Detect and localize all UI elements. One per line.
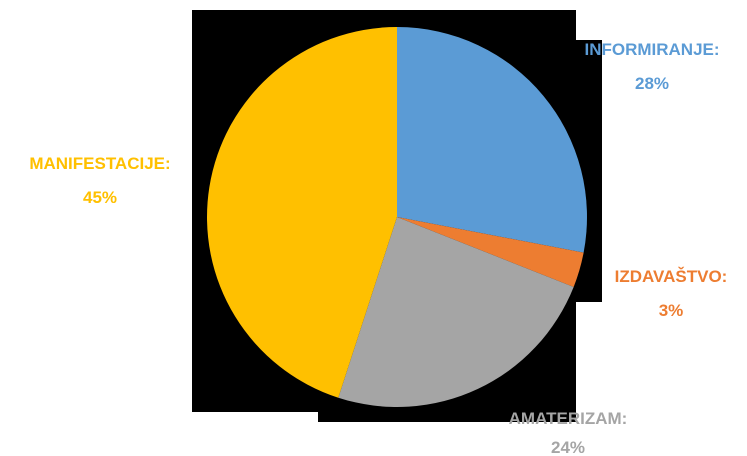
pie-slice-izdavaštvo <box>397 217 584 287</box>
slice-label-name: AMATERIZAM: <box>509 409 628 428</box>
slice-label-name: IZDAVAŠTVO: <box>615 267 728 286</box>
slice-label-name: MANIFESTACIJE: <box>29 154 170 173</box>
pie-slice-manifestacije <box>207 27 397 398</box>
slice-label-value: 45% <box>83 188 117 207</box>
slice-label-value: 24% <box>551 438 585 456</box>
pie-slice-informiranje <box>397 27 587 253</box>
slice-label-value: 28% <box>635 74 669 93</box>
slice-labels: INFORMIRANJE: 28% IZDAVAŠTVO: 3% AMATERIZAM:… <box>29 40 727 456</box>
pie-slice-amaterizam <box>338 217 574 407</box>
slice-label-name: INFORMIRANJE: <box>584 40 719 59</box>
pie-slices <box>207 27 587 407</box>
slice-label-value: 3% <box>659 301 684 320</box>
